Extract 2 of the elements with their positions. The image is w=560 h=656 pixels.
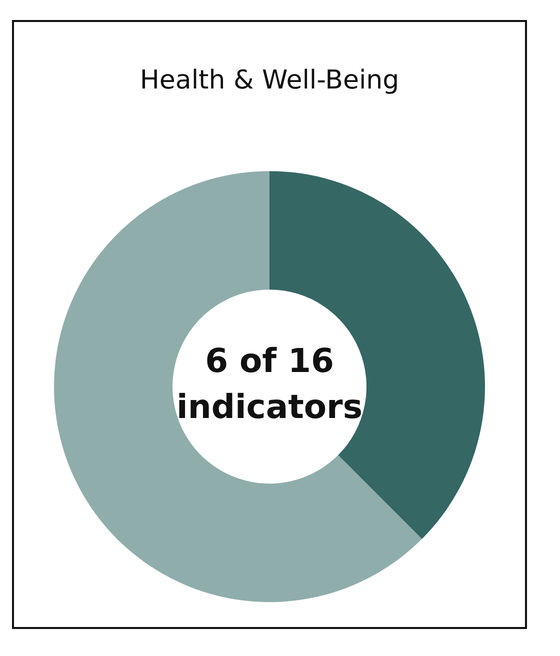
chart-title: Health & Well-Being	[140, 65, 400, 96]
text: 6 of 16 indicators	[176, 341, 362, 426]
